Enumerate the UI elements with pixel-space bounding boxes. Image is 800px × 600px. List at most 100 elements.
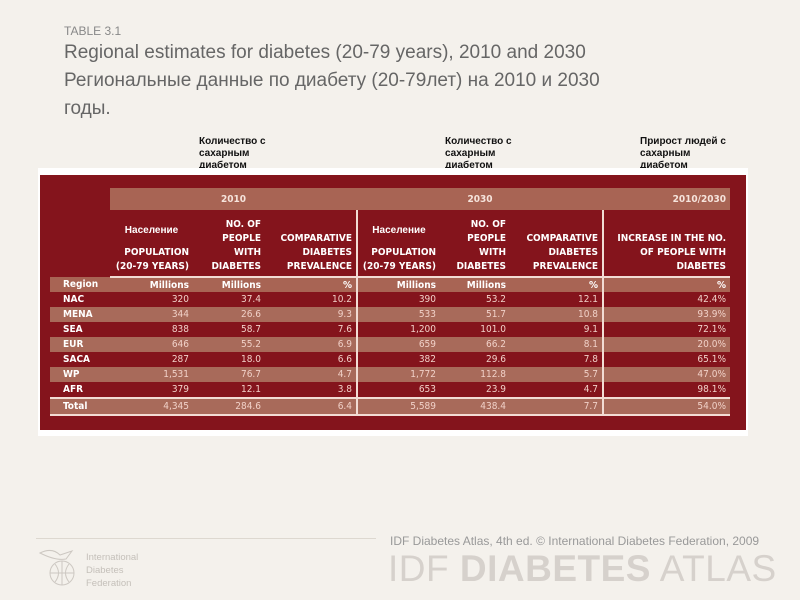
org-line: Federation — [86, 578, 132, 589]
value-cell: 9.1 — [510, 322, 604, 337]
value-cell: 1,200 — [410, 324, 436, 335]
value-cell: 7.6 — [265, 322, 358, 337]
table-row: MENA 344 26.6 9.3 533 51.7 10.8 93.9% — [50, 307, 730, 322]
annotation-2010: Количество с сахарным диабетом — [199, 136, 266, 171]
value-cell: 6.4 — [265, 397, 358, 416]
copyright-credit: IDF Diabetes Atlas, 4th ed. © Internatio… — [390, 534, 760, 548]
annotation-2030: Количество с сахарным диабетом — [445, 136, 512, 171]
column-header-label: COMPARATIVE DIABETES PREVALENCE — [526, 233, 598, 272]
org-line: Diabetes — [86, 565, 124, 576]
value-cell: 51.7 — [440, 307, 510, 322]
value-cell: 9.3 — [265, 307, 358, 322]
column-header-label: NO. OF PEOPLE WITH DIABETES — [211, 219, 261, 272]
title-english: Regional estimates for diabetes (20-79 y… — [64, 42, 586, 63]
region-cell: Total — [50, 397, 110, 416]
atlas-wordmark: IDF DIABETES ATLAS — [388, 548, 777, 590]
region-cell: Region — [50, 277, 110, 292]
column-header-label: INCREASE IN THE NO. OF PEOPLE WITH DIABE… — [617, 233, 726, 272]
value-cell: 379 — [171, 384, 189, 395]
value-cell: 12.1 — [510, 292, 604, 307]
value-cell: 653 — [418, 384, 436, 395]
value-cell: 320 — [171, 294, 189, 305]
table-row: NAC 320 37.4 10.2 390 53.2 12.1 42.4% — [50, 292, 730, 307]
value-cell: 382 — [418, 354, 436, 365]
value-cell: 42.4% — [697, 294, 726, 305]
value-cell: 53.2 — [485, 294, 506, 305]
value-cell: 55.2 — [193, 337, 265, 352]
value-cell: 4,345 — [110, 397, 193, 416]
value-cell: 101.0 — [480, 324, 506, 335]
value-cell: 533 — [357, 307, 440, 322]
wordmark-idf: IDF — [388, 548, 460, 589]
column-header-label: POPULATION (20-79 YEARS) — [115, 247, 189, 272]
value-cell: 54.0% — [603, 397, 730, 416]
value-cell: 29.6 — [485, 354, 506, 365]
value-cell: 47.0% — [603, 367, 730, 382]
column-header: COMPARATIVE DIABETES PREVALENCE — [265, 210, 358, 278]
value-cell: 65.1% — [697, 354, 726, 365]
column-header: Население POPULATION (20-79 YEARS) — [110, 210, 193, 278]
table-row: EUR 646 55.2 6.9 659 66.2 8.1 20.0% — [50, 337, 730, 352]
value-cell: 26.6 — [193, 307, 265, 322]
value-cell: % — [603, 277, 730, 292]
value-cell: 3.8 — [265, 382, 358, 398]
wordmark-diabetes: DIABETES — [459, 548, 651, 589]
value-cell: 37.4 — [240, 294, 261, 305]
value-cell: 838 — [171, 324, 189, 335]
idf-bird-logo-icon — [38, 549, 75, 586]
value-cell: 12.1 — [240, 384, 261, 395]
region-cell: EUR — [50, 337, 110, 352]
value-cell: Millions — [440, 277, 510, 292]
column-header-label: POPULATION (20-79 YEARS) — [362, 247, 436, 272]
column-header-russian: Население — [124, 225, 179, 236]
column-header-russian: Население — [372, 225, 426, 236]
value-cell: 4.7 — [265, 367, 358, 382]
org-line: International — [86, 552, 139, 563]
column-header: INCREASE IN THE NO. OF PEOPLE WITH DIABE… — [603, 210, 730, 278]
value-cell: 5.7 — [510, 367, 604, 382]
footer-divider — [36, 538, 376, 539]
value-cell: 18.0 — [240, 354, 261, 365]
value-cell: 6.6 — [265, 352, 358, 367]
value-cell: 4.7 — [510, 382, 604, 398]
value-cell: 5,589 — [357, 397, 440, 416]
value-cell: 98.1% — [697, 384, 726, 395]
idf-org-name: International Diabetes Federation — [86, 551, 138, 590]
value-cell: 76.7 — [193, 367, 265, 382]
value-cell: 10.8 — [510, 307, 604, 322]
group-2010: 2010 — [110, 188, 357, 210]
table-row: WP 1,531 76.7 4.7 1,772 112.8 5.7 47.0% — [50, 367, 730, 382]
value-cell: 6.9 — [265, 337, 358, 352]
annotation-increase: Прирост людей с сахарным диабетом — [640, 136, 726, 171]
group-2030: 2030 — [357, 188, 603, 210]
value-cell: 23.9 — [485, 384, 506, 395]
value-cell: 1,772 — [357, 367, 440, 382]
group-2010-2030: 2010/2030 — [603, 188, 730, 210]
column-header: NO. OF PEOPLE WITH DIABETES — [193, 210, 265, 278]
column-header: NO. OF PEOPLE WITH DIABETES — [440, 210, 510, 278]
region-cell: NAC — [63, 294, 85, 305]
value-cell: 58.7 — [240, 324, 261, 335]
region-cell: SEA — [63, 324, 83, 335]
value-cell: 646 — [110, 337, 193, 352]
value-cell: 72.1% — [697, 324, 726, 335]
title-russian-cont: годы. — [64, 98, 111, 119]
diabetes-table: 2010 2030 2010/2030 Население POPULATION … — [50, 188, 730, 416]
title-russian: Региональные данные по диабету (20-79лет… — [64, 70, 600, 91]
value-cell: 7.7 — [510, 397, 604, 416]
value-cell: 284.6 — [193, 397, 265, 416]
column-header: COMPARATIVE DIABETES PREVALENCE — [510, 210, 604, 278]
value-cell: Millions — [110, 277, 193, 292]
value-cell: Millions — [357, 277, 440, 292]
value-cell: 93.9% — [603, 307, 730, 322]
value-cell: 438.4 — [440, 397, 510, 416]
column-header-label: COMPARATIVE DIABETES PREVALENCE — [280, 233, 352, 272]
table-label: TABLE 3.1 — [64, 24, 122, 38]
units-row: Region Millions Millions% Millions Millions%… — [50, 277, 730, 292]
column-header: Население POPULATION (20-79 YEARS) — [357, 210, 440, 278]
column-header-label: NO. OF PEOPLE WITH DIABETES — [456, 219, 506, 272]
region-cell: WP — [50, 367, 110, 382]
total-row: Total 4,345 284.6 6.4 5,589 438.4 7.7 54.0% — [50, 397, 730, 416]
value-cell: 112.8 — [440, 367, 510, 382]
value-cell: 66.2 — [440, 337, 510, 352]
